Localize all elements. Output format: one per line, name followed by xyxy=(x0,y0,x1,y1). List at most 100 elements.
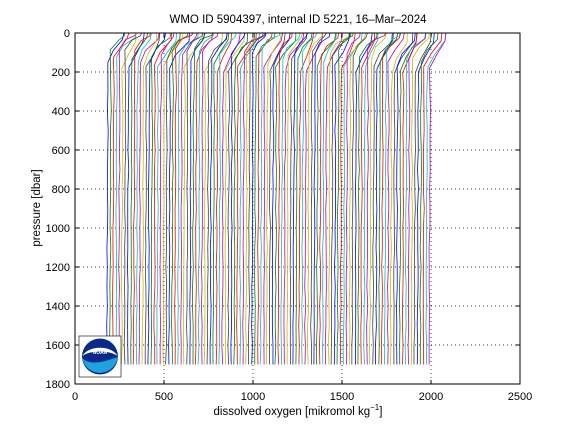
profile-line xyxy=(168,32,190,365)
profile-line xyxy=(280,32,301,365)
noaa-logo-text: NOAA xyxy=(93,350,108,356)
profile-line xyxy=(339,32,356,365)
profile-line xyxy=(399,32,418,365)
profile-line xyxy=(355,32,373,365)
profile-line xyxy=(144,32,161,365)
profile-line xyxy=(345,32,361,365)
y-tick-label: 1600 xyxy=(46,340,70,352)
profile-line xyxy=(109,32,125,365)
profile-line xyxy=(192,32,214,365)
profile-line xyxy=(274,32,297,365)
profile-line xyxy=(292,32,308,365)
profile-line xyxy=(141,32,158,365)
profile-line xyxy=(268,32,286,365)
profile-line xyxy=(153,32,173,365)
profile-line xyxy=(336,32,354,365)
profile-line xyxy=(324,32,343,365)
profile-line xyxy=(333,32,351,365)
profile-line xyxy=(195,32,213,365)
profile-line xyxy=(407,32,426,365)
x-axis-label-sup: −1 xyxy=(370,403,380,412)
noaa-logo: NOAA xyxy=(78,335,122,378)
profile-line xyxy=(224,32,246,365)
profile-line xyxy=(123,32,143,365)
profile-line xyxy=(357,32,378,365)
profile-line xyxy=(218,32,237,365)
profile-line xyxy=(304,32,324,365)
profile-line xyxy=(221,32,241,365)
profile-line xyxy=(411,32,430,365)
y-tick-label: 1200 xyxy=(46,262,70,274)
profile-line xyxy=(206,32,228,365)
profile-line xyxy=(378,32,399,365)
profile-line xyxy=(342,32,363,365)
profile-line xyxy=(245,32,265,365)
profile-line xyxy=(265,32,282,365)
profile-line xyxy=(186,32,204,365)
profile-line xyxy=(209,32,228,365)
profile-line xyxy=(183,32,204,365)
profile-line xyxy=(348,32,366,365)
profile-line xyxy=(147,32,167,365)
profile-line xyxy=(197,32,215,365)
profile-line xyxy=(390,32,408,365)
profile-line xyxy=(387,32,405,365)
y-tick-label: 1400 xyxy=(46,301,70,313)
profile-line xyxy=(307,32,323,365)
profile-line xyxy=(257,32,273,365)
profile-line xyxy=(201,32,219,365)
profile-line xyxy=(396,32,416,365)
profile-line xyxy=(162,32,184,365)
profile-line xyxy=(330,32,352,365)
profile-line xyxy=(422,32,443,365)
profile-line xyxy=(428,32,447,365)
profile-line xyxy=(419,32,439,365)
profile-line xyxy=(159,32,175,365)
profile-line xyxy=(313,32,331,365)
noaa-logo-wave xyxy=(82,357,118,373)
profile-line xyxy=(298,32,314,365)
profile-line xyxy=(251,32,267,365)
profile-line xyxy=(425,32,447,365)
profile-line xyxy=(289,32,308,365)
profile-line xyxy=(236,32,257,365)
chart-title: WMO ID 5904397, internal ID 5221, 16–Mar… xyxy=(170,14,428,26)
y-tick-label: 600 xyxy=(52,145,70,157)
profile-line xyxy=(383,32,402,365)
x-tick-label: 1000 xyxy=(241,391,265,403)
y-tick-label: 0 xyxy=(64,28,70,40)
x-axis-label-end: ] xyxy=(379,406,382,418)
profile-line xyxy=(215,32,233,365)
y-tick-label: 400 xyxy=(52,106,70,118)
profile-line xyxy=(259,32,281,365)
profile-line xyxy=(351,32,368,365)
profile-line xyxy=(130,32,149,365)
profile-line xyxy=(363,32,379,365)
profile-line xyxy=(132,32,151,365)
x-tick-label: 500 xyxy=(155,391,173,403)
x-axis-label-main: dissolved oxygen [mikromol kg xyxy=(214,406,371,418)
profile-line xyxy=(118,32,137,365)
profile-line xyxy=(315,32,337,365)
profile-line xyxy=(413,32,433,365)
profile-line xyxy=(212,32,230,365)
profile-line xyxy=(106,32,125,365)
profile-line xyxy=(322,32,337,365)
profile-line xyxy=(254,32,276,365)
profile-line xyxy=(366,32,386,365)
y-tick-label: 200 xyxy=(52,67,70,79)
profile-line xyxy=(372,32,394,365)
profile-line xyxy=(248,32,267,365)
profile-line xyxy=(203,32,224,365)
profile-line xyxy=(327,32,350,365)
noaa-logo-bird xyxy=(82,347,118,356)
profile-line xyxy=(360,32,376,365)
profile-line xyxy=(393,32,414,365)
y-tick-label: 800 xyxy=(52,184,70,196)
profile-line xyxy=(230,32,246,365)
profile-line xyxy=(381,32,401,365)
profile-line xyxy=(263,32,284,365)
profile-line xyxy=(174,32,194,365)
profile-line xyxy=(369,32,387,365)
